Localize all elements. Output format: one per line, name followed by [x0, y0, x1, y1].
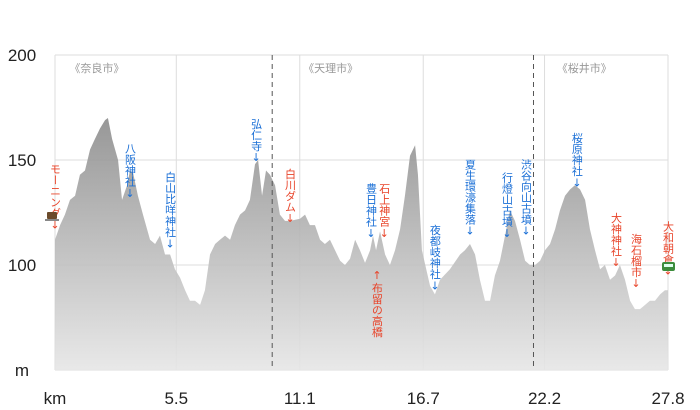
- y-tick-label: 100: [8, 256, 36, 275]
- annotation: 弘仁寺↓: [250, 118, 263, 164]
- annotation: 八阪神社↓: [123, 143, 136, 200]
- annotation: 大神神社↓: [609, 211, 622, 269]
- x-tick-label: 27.8: [651, 389, 684, 408]
- annotation: 夏生環濠集落↓: [463, 158, 476, 237]
- x-tick-label: 5.5: [164, 389, 188, 408]
- annotation: 石上神宮↓: [378, 183, 391, 240]
- region-label: 《奈良市》: [69, 61, 124, 75]
- elevation-area: [55, 118, 668, 370]
- coffee-icon: [45, 212, 59, 221]
- y-tick-label: 200: [8, 46, 36, 65]
- annotation: 白川ダム↓: [284, 167, 297, 225]
- plot: [55, 55, 668, 370]
- annotation: 渋谷向山古墳↓: [519, 158, 532, 237]
- annotation: 桜原神社↓: [570, 131, 583, 189]
- train-icon: [662, 262, 675, 271]
- y-tick-label: m: [15, 361, 29, 380]
- annotation: ↑布留の高橋: [370, 269, 383, 338]
- annotation: 豊日神社↓: [364, 182, 377, 239]
- annotation: 行燈山古墳↓: [501, 171, 514, 239]
- region-label: 《桜井市》: [557, 61, 612, 75]
- x-tick-label: 16.7: [407, 389, 440, 408]
- y-tick-label: 150: [8, 151, 36, 170]
- x-tick-label: 22.2: [528, 389, 561, 408]
- annotation: モーニング↓: [49, 163, 62, 231]
- x-tick-label: 11.1: [284, 389, 316, 408]
- region-label: 《天理市》: [303, 61, 358, 75]
- x-tick-label: km: [44, 389, 67, 408]
- annotation: 夜都岐神社↓: [428, 223, 441, 292]
- annotation: 海石榴市↓: [630, 232, 643, 290]
- annotation: 白山比咩神社↓: [164, 170, 177, 250]
